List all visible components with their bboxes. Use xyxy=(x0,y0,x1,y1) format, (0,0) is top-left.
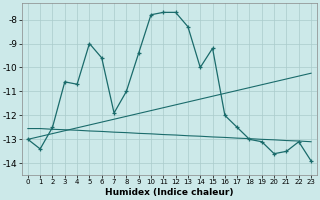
X-axis label: Humidex (Indice chaleur): Humidex (Indice chaleur) xyxy=(105,188,234,197)
